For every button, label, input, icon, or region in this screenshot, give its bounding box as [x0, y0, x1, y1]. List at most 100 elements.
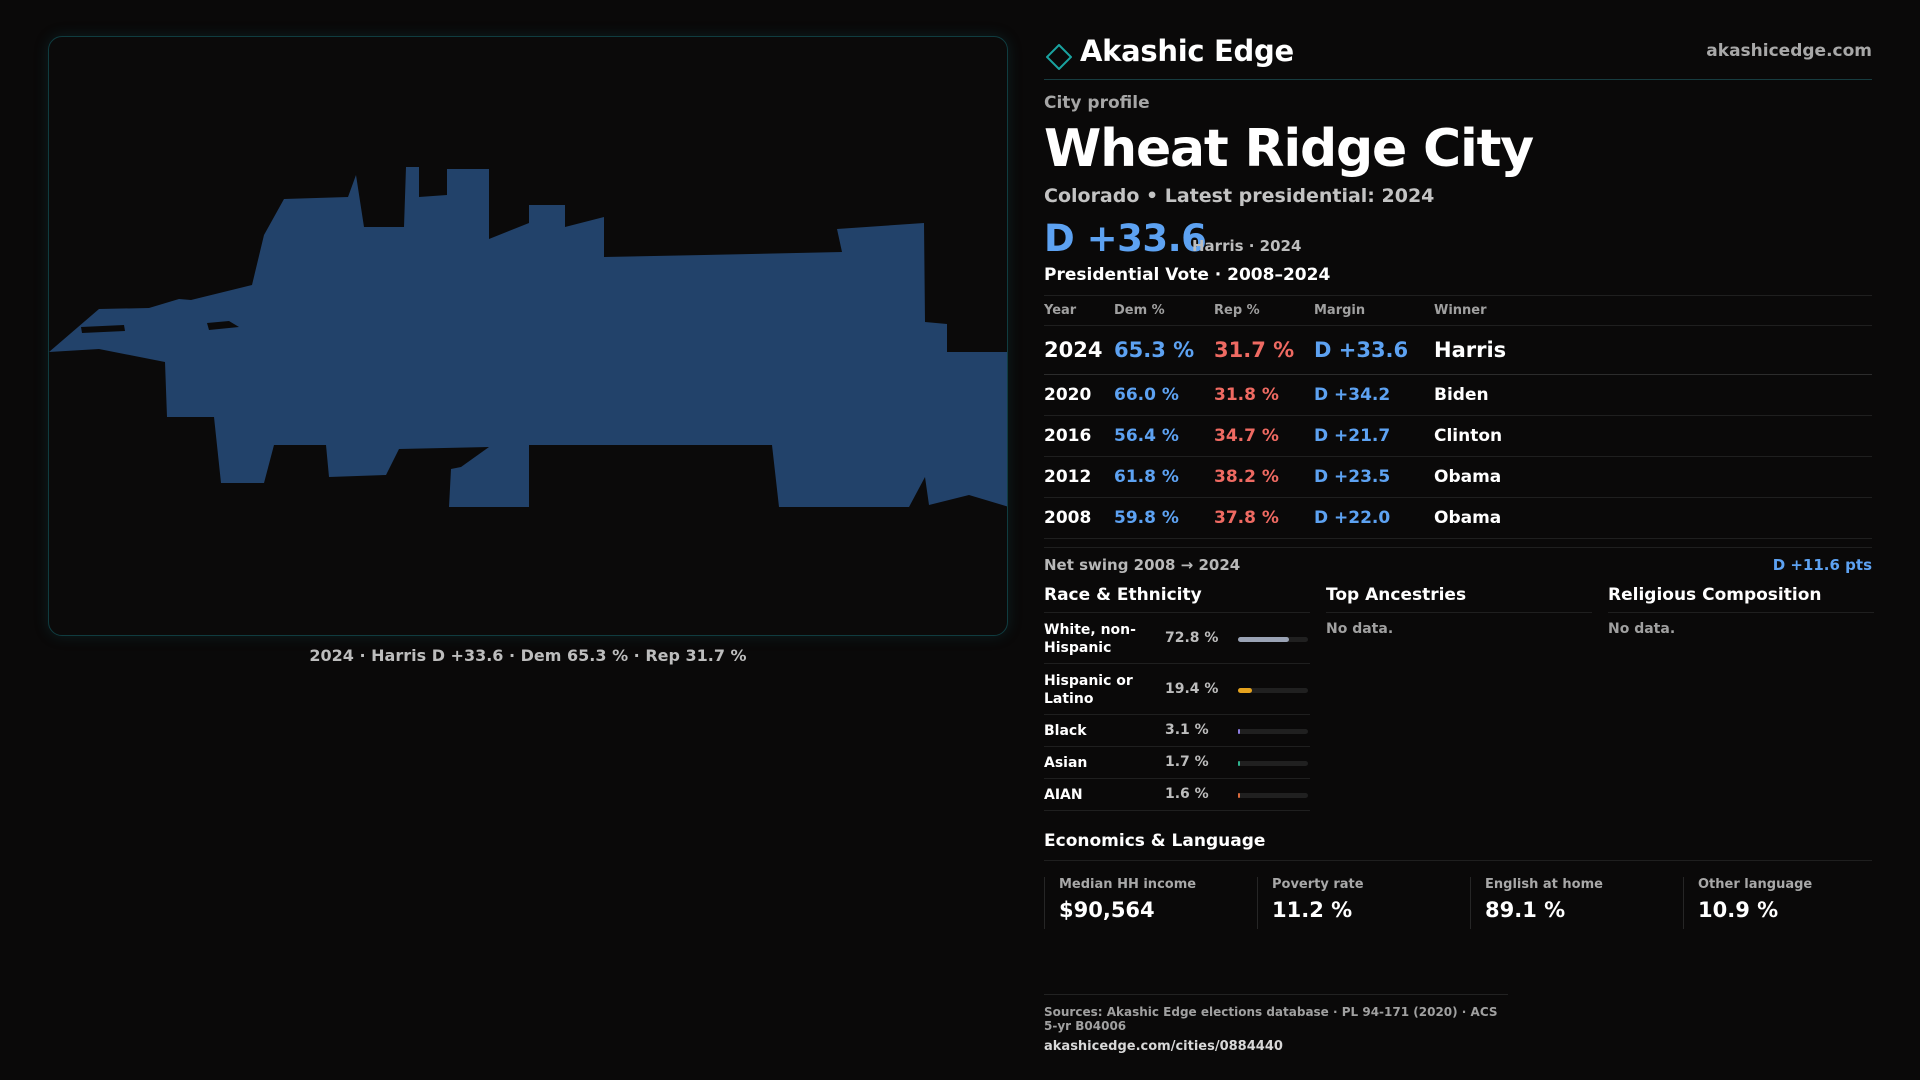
col-header-margin: Margin [1314, 295, 1434, 326]
cell-year: 2016 [1044, 415, 1114, 457]
race-label: AIAN [1044, 787, 1083, 803]
sources-text: Sources: Akashic Edge elections database… [1044, 1005, 1498, 1033]
cell-winner: Biden [1434, 374, 1872, 416]
race-label: Black [1044, 723, 1087, 739]
economics-heading: Economics & Language [1044, 827, 1872, 861]
stat-median-income: Median HH income $90,564 [1044, 877, 1257, 929]
table-row: 2020 66.0 % 31.8 % D +34.2 Biden [1044, 374, 1872, 416]
race-bar-fill [1238, 761, 1240, 766]
col-header-year: Year [1044, 295, 1114, 326]
cell-dem: 59.8 % [1114, 497, 1214, 539]
race-label: Hispanic or Latino [1044, 673, 1133, 707]
race-bar-fill [1238, 687, 1252, 693]
stat-value: 10.9 % [1698, 898, 1779, 922]
race-row: AIAN 1.6 % [1044, 779, 1310, 811]
map-cutout-west [81, 325, 125, 333]
race-label: White, non-Hispanic [1044, 622, 1136, 656]
city-map[interactable] [48, 36, 1008, 636]
big-margin-value: D +33.6 [1044, 217, 1207, 260]
stat-label: English at home [1485, 877, 1603, 892]
race-ethnicity-panel: Race & Ethnicity White, non-Hispanic 72.8… [1044, 581, 1310, 811]
net-swing-row: Net swing 2008 → 2024 D +11.6 pts [1044, 547, 1872, 581]
cell-year: 2012 [1044, 456, 1114, 498]
table-row: 2016 56.4 % 34.7 % D +21.7 Clinton [1044, 415, 1872, 457]
brand-name: Akashic Edge [1080, 34, 1294, 68]
col-header-dem: Dem % [1114, 295, 1214, 326]
race-label: Asian [1044, 755, 1088, 771]
race-row: Asian 1.7 % [1044, 747, 1310, 779]
demographics-section: Race & Ethnicity White, non-Hispanic 72.8… [1044, 581, 1874, 827]
race-row: White, non-Hispanic 72.8 % [1044, 613, 1310, 664]
cell-winner: Clinton [1434, 415, 1872, 457]
presidential-vote-heading: Presidential Vote · 2008–2024 [1044, 265, 1331, 285]
cell-dem: 61.8 % [1114, 456, 1214, 498]
map-cutout-notch [207, 321, 239, 330]
cell-rep: 31.8 % [1214, 374, 1314, 416]
race-percent: 3.1 % [1165, 722, 1209, 738]
cell-winner: Obama [1434, 497, 1872, 539]
ancestries-heading: Top Ancestries [1326, 581, 1592, 613]
stat-value: 89.1 % [1485, 898, 1566, 922]
stat-label: Median HH income [1059, 877, 1197, 892]
race-bar-track [1238, 793, 1308, 798]
stat-other-language: Other language 10.9 % [1683, 877, 1896, 929]
margin-note: Harris · 2024 [1192, 237, 1302, 255]
page-title: Wheat Ridge City [1044, 119, 1534, 179]
race-list: White, non-Hispanic 72.8 % Hispanic or Lat… [1044, 613, 1310, 811]
diamond-outline-icon [1046, 44, 1072, 70]
table-row: 2012 61.8 % 38.2 % D +23.5 Obama [1044, 456, 1872, 498]
stat-poverty-rate: Poverty rate 11.2 % [1257, 877, 1470, 929]
table-row: 2024 65.3 % 31.7 % D +33.6 Harris [1044, 325, 1872, 375]
cell-year: 2008 [1044, 497, 1114, 539]
page-url-link[interactable]: akashicedge.com/cities/0884440 [1044, 1039, 1283, 1054]
stat-value: 11.2 % [1272, 898, 1353, 922]
religion-empty: No data. [1608, 621, 1676, 637]
race-bar-track [1238, 636, 1308, 642]
cell-margin: D +33.6 [1314, 325, 1434, 375]
cell-dem: 56.4 % [1114, 415, 1214, 457]
cell-year: 2024 [1044, 325, 1114, 375]
cell-margin: D +21.7 [1314, 415, 1434, 457]
economics-stats: Median HH income $90,564 Poverty rate 11… [1044, 877, 1872, 947]
race-bar-track [1238, 761, 1308, 766]
race-ethnicity-heading: Race & Ethnicity [1044, 581, 1310, 613]
cell-dem: 66.0 % [1114, 374, 1214, 416]
race-percent: 1.7 % [1165, 754, 1209, 770]
sources-footer: Sources: Akashic Edge elections database… [1044, 994, 1508, 1054]
table-header-row: Year Dem % Rep % Margin Winner [1044, 295, 1872, 326]
col-header-winner: Winner [1434, 295, 1872, 326]
race-percent: 19.4 % [1165, 680, 1219, 697]
race-bar-fill [1238, 636, 1289, 642]
profile-kicker: City profile [1044, 93, 1150, 113]
cell-winner: Obama [1434, 456, 1872, 498]
cell-year: 2020 [1044, 374, 1114, 416]
race-row: Black 3.1 % [1044, 715, 1310, 747]
stat-value: $90,564 [1059, 898, 1155, 922]
headline-margin: D +33.6 Harris · 2024 [1044, 217, 1872, 261]
brand-url-link[interactable]: akashicedge.com [1706, 41, 1872, 61]
cell-rep: 37.8 % [1214, 497, 1314, 539]
race-percent: 1.6 % [1165, 786, 1209, 802]
page-subtitle: Colorado • Latest presidential: 2024 [1044, 185, 1435, 207]
table-row: 2008 59.8 % 37.8 % D +22.0 Obama [1044, 497, 1872, 539]
profile-panel: Akashic Edge akashicedge.com City profil… [1044, 30, 1874, 947]
cell-rep: 34.7 % [1214, 415, 1314, 457]
map-caption: 2024 · Harris D +33.6 · Dem 65.3 % · Rep… [309, 646, 747, 665]
cell-margin: D +23.5 [1314, 456, 1434, 498]
cell-rep: 38.2 % [1214, 456, 1314, 498]
religion-heading: Religious Composition [1608, 581, 1874, 613]
stat-label: Poverty rate [1272, 877, 1364, 892]
cell-margin: D +22.0 [1314, 497, 1434, 539]
net-swing-value: D +11.6 pts [1772, 556, 1872, 574]
race-percent: 72.8 % [1165, 629, 1219, 646]
presidential-vote-table: Year Dem % Rep % Margin Winner 2024 65.3… [1044, 295, 1872, 539]
ancestries-empty: No data. [1326, 621, 1394, 637]
race-bar-fill [1238, 729, 1241, 734]
brand-header: Akashic Edge akashicedge.com [1044, 30, 1872, 80]
stat-label: Other language [1698, 877, 1813, 892]
city-boundary-map [49, 167, 1007, 507]
city-boundary-shape [49, 167, 1007, 507]
cell-winner: Harris [1434, 325, 1872, 375]
race-bar-track [1238, 687, 1308, 693]
net-swing-label: Net swing 2008 → 2024 [1044, 556, 1241, 574]
